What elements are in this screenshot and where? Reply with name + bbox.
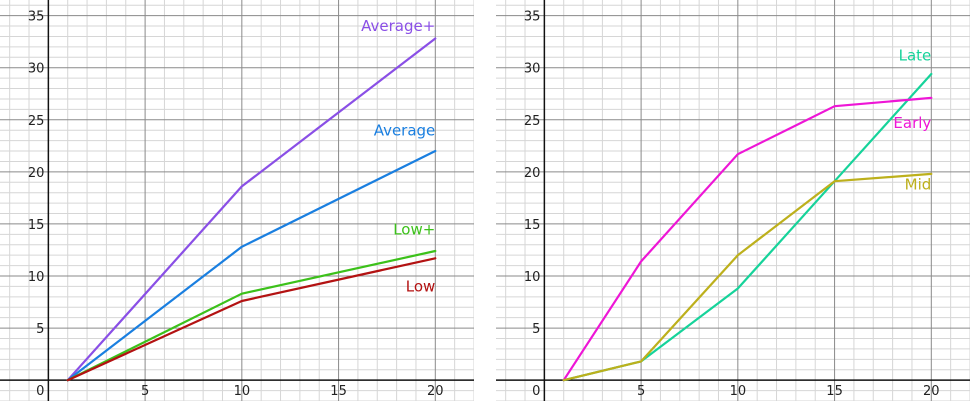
y-tick-label: 35 xyxy=(524,10,541,25)
series-line-early xyxy=(562,96,933,382)
y-tick-label: 5 xyxy=(36,322,44,337)
y-tick-label: 30 xyxy=(28,62,45,77)
chart-left: 5 10 15 20 5 10 15 20 25 30 35 0 Average+ Average Low+… xyxy=(0,0,474,401)
y-tick-label: 30 xyxy=(524,62,541,77)
series-label-early: Early xyxy=(893,114,931,132)
x-tick-label: 10 xyxy=(234,384,251,399)
y-tick-label: 10 xyxy=(28,270,45,285)
series-line-low xyxy=(66,257,437,382)
y-tick-label: 15 xyxy=(28,218,45,233)
x-tick-label: 20 xyxy=(923,384,940,399)
series-label-low-plus: Low+ xyxy=(393,220,435,238)
x-tick-label: 5 xyxy=(637,384,645,399)
series-line-average-plus xyxy=(66,37,437,382)
series-label-average: Average xyxy=(374,121,436,139)
y-tick-label: 5 xyxy=(532,322,540,337)
series-line-mid xyxy=(562,172,933,382)
minor-grid xyxy=(0,0,474,401)
series-label-late: Late xyxy=(899,46,932,64)
y-tick-label: 15 xyxy=(524,218,541,233)
origin-label: 0 xyxy=(36,384,44,399)
series-line-low-plus xyxy=(66,249,437,382)
x-tick-label: 20 xyxy=(427,384,444,399)
series-label-average-plus: Average+ xyxy=(361,17,435,35)
major-grid xyxy=(496,0,970,401)
series-label-mid: Mid xyxy=(905,176,932,194)
chart-right: 5 10 15 20 5 10 15 20 25 30 35 0 Late Early Mid xyxy=(496,0,970,401)
x-tick-label: 15 xyxy=(330,384,347,399)
y-tick-label: 20 xyxy=(28,166,45,181)
y-tick-label: 25 xyxy=(28,114,45,129)
minor-grid xyxy=(496,0,970,401)
y-tick-label: 25 xyxy=(524,114,541,129)
x-tick-label: 10 xyxy=(730,384,747,399)
series-label-low: Low xyxy=(406,278,436,296)
series-line-average xyxy=(66,149,437,382)
y-tick-label: 10 xyxy=(524,270,541,285)
y-tick-label: 35 xyxy=(28,10,45,25)
x-tick-label: 5 xyxy=(141,384,149,399)
origin-label: 0 xyxy=(532,384,540,399)
major-grid xyxy=(0,0,474,401)
x-tick-label: 15 xyxy=(826,384,843,399)
y-tick-label: 20 xyxy=(524,166,541,181)
